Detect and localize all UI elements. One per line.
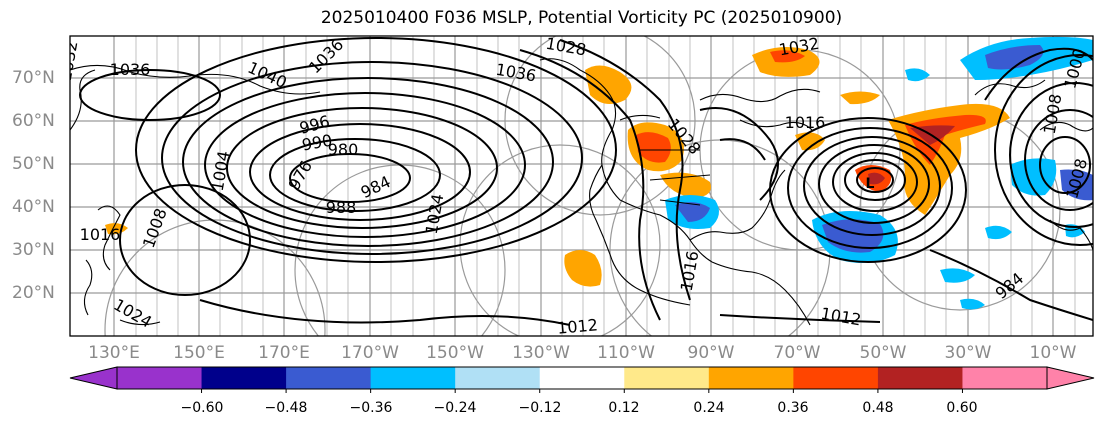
lon-label-150w: 150°W [426, 343, 484, 363]
lat-label-70n: 70°N [12, 68, 55, 88]
colorbar-tick-label: −0.60 [180, 400, 224, 416]
colorbar-segment [370, 367, 456, 389]
lat-label-40n: 40°N [12, 197, 55, 217]
map-title: 2025010400 F036 MSLP, Potential Vorticit… [320, 8, 843, 28]
colorbar-segment [708, 367, 794, 389]
lon-label-50w: 50°W [859, 343, 907, 363]
contour-label: 1032 [56, 39, 82, 82]
contour-label: 1012 [556, 315, 598, 337]
lon-label-130e: 130°E [88, 343, 140, 363]
contour-label: 1016 [80, 225, 121, 244]
colorbar [69, 366, 1095, 393]
lon-label-130w: 130°W [512, 343, 570, 363]
map-frame [69, 35, 1094, 337]
lon-label-10w: 10°W [1029, 343, 1077, 363]
contour-label: 1036 [110, 60, 151, 79]
colorbar-tick-label: −0.48 [264, 400, 308, 416]
colorbar-extend-left [69, 366, 118, 390]
lon-label-30w: 30°W [944, 343, 992, 363]
lon-label-150e: 150°E [173, 343, 225, 363]
lat-label-20n: 20°N [12, 283, 55, 303]
colorbar-segment [201, 367, 287, 389]
contour-label: 1032 [777, 34, 820, 60]
contour-label: 1028 [544, 34, 587, 60]
contour-label: 980 [328, 140, 359, 159]
colorbar-tick-label: 0.48 [862, 400, 894, 416]
colorbar-frame [116, 366, 1048, 390]
colorbar-segment [117, 367, 203, 389]
mslp-isobars [79, 37, 1093, 326]
colorbar-segment [624, 367, 710, 389]
low-center-marker: L [866, 176, 875, 192]
colorbar-segment [962, 367, 1048, 389]
colorbar-segment [793, 367, 879, 389]
colorbar-tick-label: 0.60 [946, 400, 978, 416]
colorbar-tick-label: 0.12 [608, 400, 640, 416]
colorbar-segment [877, 367, 963, 389]
colorbar-tick-label: −0.12 [518, 400, 562, 416]
colorbar-tick-label: −0.24 [433, 400, 477, 416]
colorbar-segment [286, 367, 372, 389]
colorbar-tick-label: 0.24 [693, 400, 725, 416]
lat-label-60n: 60°N [12, 111, 55, 131]
lon-label-110w: 110°W [597, 343, 655, 363]
colorbar-tick-label: −0.36 [349, 400, 393, 416]
lat-label-50n: 50°N [12, 154, 55, 174]
contour-label: 988 [326, 198, 357, 217]
colorbar-tick-label: 0.36 [777, 400, 809, 416]
map-area: L 1032 1036 1040 1036 1028103610281032996990… [56, 34, 1093, 337]
lon-label-170w: 170°W [341, 343, 399, 363]
contour-label: 1016 [785, 113, 826, 132]
lat-label-30n: 30°N [12, 240, 55, 260]
colorbar-segment [455, 367, 541, 389]
colorbar-extend-right [1046, 366, 1095, 390]
lon-label-170e: 170°E [258, 343, 310, 363]
lon-label-90w: 90°W [687, 343, 735, 363]
coastlines [70, 58, 1093, 326]
lon-label-70w: 70°W [773, 343, 821, 363]
colorbar-segment [539, 367, 625, 389]
